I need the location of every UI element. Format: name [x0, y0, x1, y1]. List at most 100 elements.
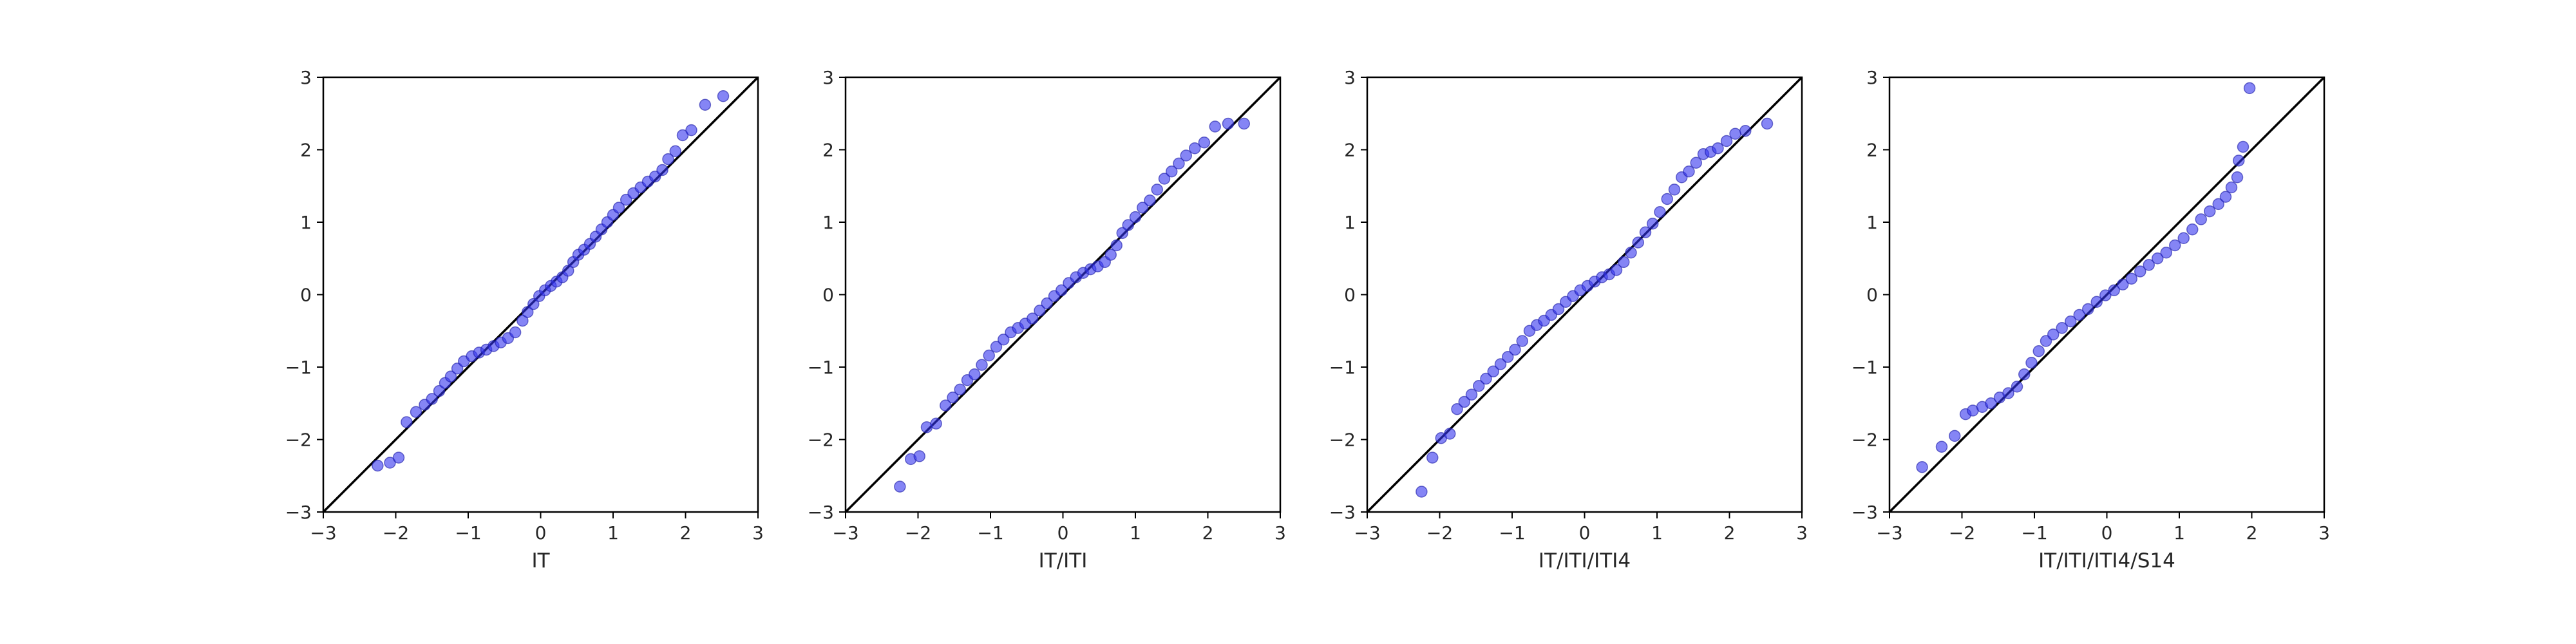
data-point [1712, 142, 1724, 155]
data-point [2117, 278, 2129, 290]
x-axis-label: IT [531, 549, 550, 573]
data-point [1209, 120, 1221, 133]
data-point [2237, 140, 2249, 153]
x-tick-label: −3 [832, 522, 858, 544]
data-point [1661, 193, 1673, 205]
data-point [401, 416, 413, 428]
data-point [1416, 486, 1428, 498]
data-point [1487, 365, 1499, 377]
data-point [2073, 308, 2085, 321]
y-tick-label: −2 [1329, 430, 1356, 451]
data-point [1761, 117, 1774, 130]
data-point [1632, 236, 1644, 249]
y-tick-label: 1 [300, 212, 312, 233]
data-point [1729, 128, 1741, 140]
data-point [2160, 247, 2172, 259]
data-point [2108, 284, 2120, 296]
data-point [1444, 428, 1456, 440]
data-point [2018, 368, 2031, 381]
data-point [426, 393, 438, 405]
x-tick-label: −3 [310, 522, 336, 544]
data-point [516, 314, 529, 327]
data-point [969, 368, 981, 381]
data-point [2152, 252, 2164, 265]
data-point [392, 451, 405, 464]
data-point [1610, 264, 1623, 276]
data-point [2134, 265, 2146, 278]
qq-panel-1: −3 −2 −1 0 1 2 3 −3 −2 −1 0 1 2 3 IT [285, 67, 764, 573]
y-tick-label: 0 [822, 285, 834, 306]
x-tick-label: 0 [1579, 522, 1591, 544]
data-point [1451, 403, 1463, 415]
data-point [1458, 395, 1470, 408]
data-points [1916, 82, 2256, 473]
data-point [1625, 247, 1637, 259]
y-tick-label: 3 [1866, 67, 1878, 88]
data-point [699, 99, 712, 111]
data-point [1683, 166, 1695, 178]
y-tick-label: −1 [1329, 357, 1356, 378]
x-tick-label: −2 [1949, 522, 1975, 544]
y-tick-label: −1 [808, 357, 834, 378]
qq-panel-3: −3 −2 −1 0 1 2 3 −3 −2 −1 0 1 2 3 IT/ITI/ITI4 [1329, 67, 1808, 573]
data-point [2231, 171, 2244, 184]
y-tick-label: 0 [1344, 285, 1356, 306]
x-tick-label: −3 [1354, 522, 1380, 544]
data-point [1473, 380, 1485, 392]
data-point [1935, 440, 1948, 453]
data-point [410, 406, 422, 418]
data-point [2204, 205, 2216, 218]
data-point [990, 341, 1003, 353]
y-tick-label: −1 [1852, 357, 1878, 378]
data-point [1238, 117, 1250, 130]
data-point [2177, 232, 2190, 244]
data-point [1034, 305, 1046, 317]
y-tick-label: −3 [808, 502, 834, 523]
y-tick-label: 0 [300, 285, 312, 306]
data-point [1198, 137, 1211, 149]
y-tick-label: 2 [822, 140, 834, 161]
x-tick-label: 2 [680, 522, 692, 544]
data-point [2025, 357, 2038, 369]
data-point [2090, 296, 2103, 308]
y-tick-label: −3 [1852, 502, 1878, 523]
data-point [1116, 227, 1128, 240]
y-tick-label: −3 [285, 502, 312, 523]
x-tick-label: 0 [1057, 522, 1069, 544]
y-tick-label: 3 [822, 67, 834, 88]
data-point [2047, 328, 2060, 341]
data-point [685, 124, 697, 137]
x-axis-label: IT/ITI [1039, 549, 1088, 573]
x-tick-label: 0 [535, 522, 547, 544]
data-point [1690, 156, 1702, 169]
data-point [1122, 219, 1134, 231]
y-tick-label: 0 [1866, 285, 1878, 306]
x-tick-label: 1 [607, 522, 619, 544]
data-point [1509, 343, 1521, 356]
data-point [976, 359, 988, 371]
data-point [522, 306, 534, 318]
data-point [2169, 239, 2181, 252]
data-point [1189, 142, 1201, 155]
data-point [1129, 211, 1142, 223]
data-point [656, 164, 668, 176]
data-point [1041, 297, 1053, 310]
data-point [1739, 125, 1752, 137]
x-tick-label: −3 [1876, 522, 1902, 544]
data-point [1647, 218, 1659, 230]
data-point [717, 90, 730, 102]
y-tick-label: 2 [300, 140, 312, 161]
data-point [1639, 226, 1652, 238]
y-tick-label: 1 [1344, 212, 1356, 233]
data-point [669, 145, 681, 157]
y-tick-label: −1 [285, 357, 312, 378]
y-tick-label: −2 [285, 430, 312, 451]
x-tick-label: −1 [455, 522, 481, 544]
qq-panel-2: −3 −2 −1 0 1 2 3 −3 −2 −1 0 1 2 3 IT/ITI [808, 67, 1286, 573]
data-point [1166, 166, 1178, 178]
y-tick-label: −3 [1329, 502, 1356, 523]
data-point [2186, 223, 2199, 236]
x-tick-label: −1 [2021, 522, 2047, 544]
data-point [947, 392, 959, 404]
data-point [1104, 249, 1117, 261]
